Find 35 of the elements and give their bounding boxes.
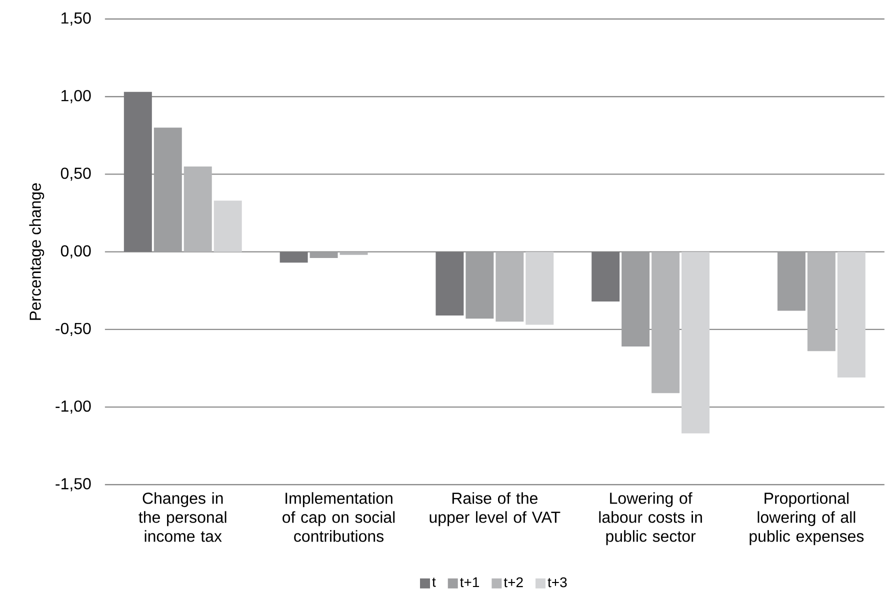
bar (682, 252, 710, 434)
bar (154, 128, 182, 252)
x-tick-label: Proportional lowering of all public expenses (750, 492, 864, 546)
y-tick-label: 1,50 (62, 12, 91, 26)
y-tick-label: -0,50 (56, 323, 91, 336)
bar (214, 200, 242, 252)
bar (466, 252, 494, 319)
bar (340, 252, 368, 256)
y-tick-label: -1,50 (56, 478, 91, 492)
legend-label: t+3 (548, 578, 567, 588)
x-tick-label: Implementation of cap on social contributions (282, 492, 395, 542)
bar (184, 166, 212, 252)
bar (436, 252, 464, 316)
legend-label: t (432, 578, 436, 588)
x-tick-label: Lowering of labour costs in public sector (599, 492, 702, 546)
y-axis-title: Percentage change (29, 183, 44, 320)
bar (124, 92, 152, 252)
bar (526, 252, 554, 325)
y-tick-label: 0,00 (60, 245, 91, 259)
y-tick-label: -1,00 (56, 400, 91, 414)
bar (652, 252, 680, 394)
bar (496, 252, 524, 322)
bar (592, 252, 620, 302)
bar (310, 252, 338, 258)
legend-label: t+2 (504, 578, 523, 588)
bar (777, 252, 806, 312)
legend-label: t+1 (460, 578, 480, 588)
x-tick-label: Changes in the personal income tax (138, 492, 226, 542)
bar (280, 252, 308, 263)
bar (622, 252, 650, 347)
x-tick-label: Raise of the upper level of VAT (430, 492, 560, 526)
bar (807, 252, 836, 352)
y-tick-label: 0,50 (60, 168, 91, 182)
bar (837, 252, 866, 378)
y-tick-label: 1,00 (62, 90, 91, 104)
